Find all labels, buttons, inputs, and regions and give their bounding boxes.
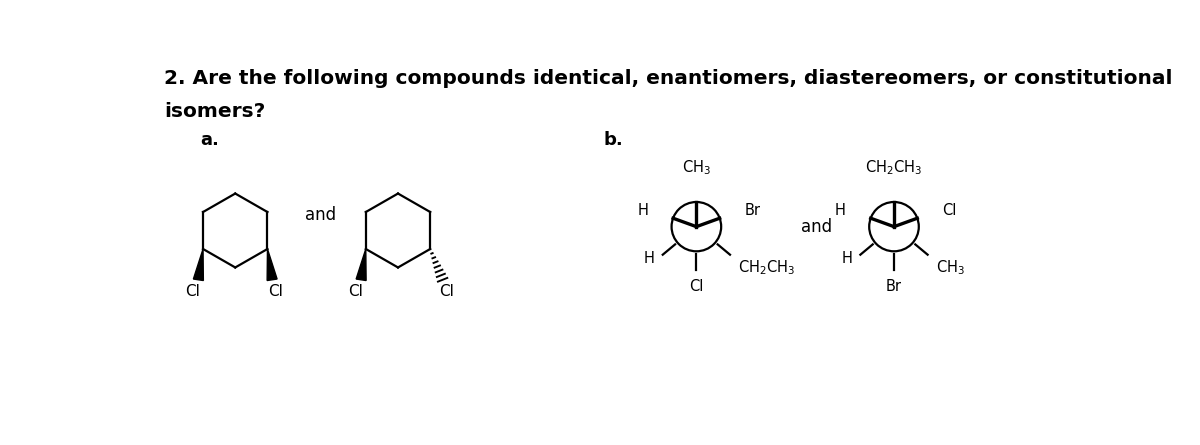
Text: Cl: Cl bbox=[942, 203, 956, 218]
Text: H: H bbox=[637, 203, 648, 218]
Text: Cl: Cl bbox=[348, 283, 364, 299]
Polygon shape bbox=[193, 249, 203, 280]
Text: H: H bbox=[835, 203, 846, 218]
Text: and: and bbox=[305, 206, 336, 224]
Text: Cl: Cl bbox=[689, 279, 703, 294]
Text: Cl: Cl bbox=[439, 283, 454, 299]
Text: isomers?: isomers? bbox=[164, 102, 265, 121]
Text: a.: a. bbox=[200, 131, 220, 149]
Text: Cl: Cl bbox=[269, 283, 283, 299]
Text: CH$_2$CH$_3$: CH$_2$CH$_3$ bbox=[865, 158, 923, 177]
Text: CH$_2$CH$_3$: CH$_2$CH$_3$ bbox=[738, 259, 796, 277]
Polygon shape bbox=[356, 249, 366, 280]
Polygon shape bbox=[268, 249, 277, 280]
Text: Br: Br bbox=[744, 203, 761, 218]
Text: H: H bbox=[841, 251, 852, 266]
Text: H: H bbox=[643, 251, 654, 266]
Text: Br: Br bbox=[886, 279, 902, 294]
Text: and: and bbox=[802, 218, 832, 236]
Text: CH$_3$: CH$_3$ bbox=[936, 259, 965, 277]
Text: 2. Are the following compounds identical, enantiomers, diastereomers, or constit: 2. Are the following compounds identical… bbox=[164, 69, 1172, 88]
Text: Cl: Cl bbox=[186, 283, 200, 299]
Text: b.: b. bbox=[604, 131, 623, 149]
Text: CH$_3$: CH$_3$ bbox=[682, 158, 710, 177]
